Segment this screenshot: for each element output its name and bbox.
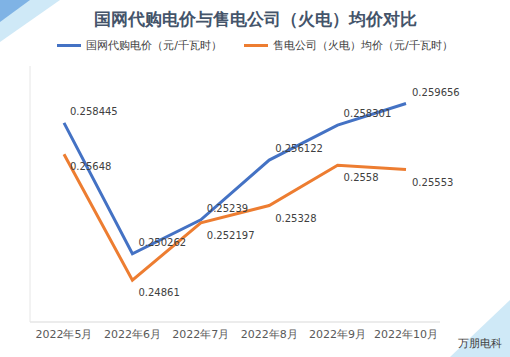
svg-text:0.256122: 0.256122 [275, 143, 323, 154]
html-text:国网代购电价（元/千瓦时）: 国网代购电价（元/千瓦时） [86, 38, 222, 52]
svg-text:0.25328: 0.25328 [275, 213, 316, 224]
svg-text:2022年7月: 2022年7月 [172, 328, 229, 341]
svg-text:0.2558: 0.2558 [344, 172, 379, 183]
svg-text:2022年8月: 2022年8月 [241, 328, 298, 341]
svg-text:0.25553: 0.25553 [412, 177, 453, 188]
html-text:国网代购电价与售电公司（火电）均价对比: 国网代购电价与售电公司（火电）均价对比 [93, 9, 417, 29]
svg-text:0.25239: 0.25239 [207, 203, 248, 214]
svg-text:2022年10月: 2022年10月 [374, 328, 438, 341]
html-text:售电公司（火电）均价（元/千瓦时）: 售电公司（火电）均价（元/千瓦时） [273, 38, 453, 52]
svg-text:0.250262: 0.250262 [138, 237, 186, 248]
svg-text:0.258445: 0.258445 [70, 106, 118, 117]
svg-text:0.252197: 0.252197 [207, 230, 255, 241]
svg-text:2022年6月: 2022年6月 [104, 328, 161, 341]
svg-text:0.25648: 0.25648 [70, 161, 111, 172]
svg-text:0.24861: 0.24861 [138, 287, 179, 298]
svg-text:0.258301: 0.258301 [344, 108, 392, 119]
svg-text:2022年5月: 2022年5月 [36, 328, 93, 341]
html-text:万朋电科: 万朋电科 [458, 337, 502, 350]
svg-text:2022年9月: 2022年9月 [309, 328, 366, 341]
svg-text:0.259656: 0.259656 [412, 87, 460, 98]
